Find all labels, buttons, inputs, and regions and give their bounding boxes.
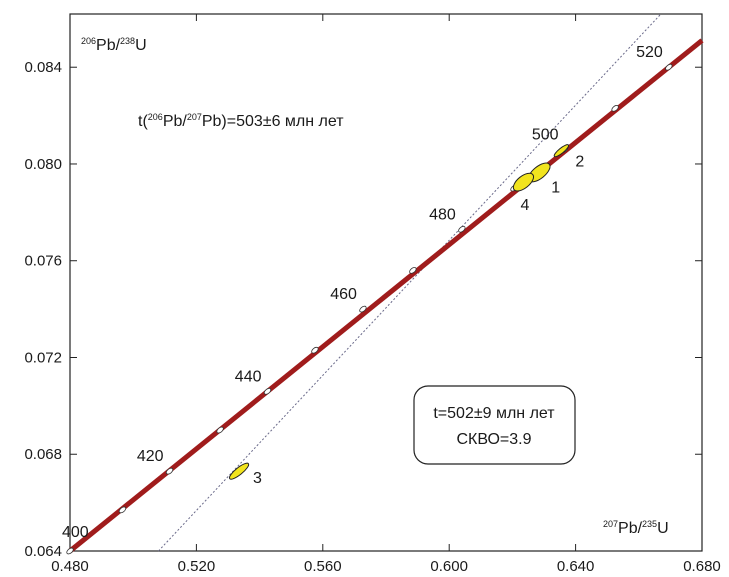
age-marker-410 [118,506,127,514]
result-box-age: t=502±9 млн лет [433,405,555,422]
age-label-440: 440 [235,368,262,385]
y-tick-labels: 0.064 0.068 0.072 0.076 0.080 0.084 [24,59,62,560]
discordia-layer [158,13,662,552]
age-marker-420 [165,467,174,475]
analysis-ellipse-4 [512,172,535,192]
analysis-ellipse-2 [553,144,570,158]
result-box [413,385,576,465]
age-label-520: 520 [636,44,663,61]
age-label-420: 420 [137,448,164,465]
age-marker-430 [216,426,224,434]
age-labels: 400 420 440 460 480 500 520 [62,44,663,541]
x-tick-label: 0.480 [51,558,89,575]
y-tick-label: 0.064 [24,543,62,560]
y-axis-title: 206Pb/238U [81,36,147,54]
ellipse-label-3: 3 [253,470,262,487]
y-tick-label: 0.076 [24,253,62,270]
ellipse-label-2: 2 [575,154,584,171]
x-tick-label: 0.600 [430,558,468,575]
ellipse-label-1: 1 [551,179,560,196]
y-tick-label: 0.068 [24,446,62,463]
concordia-layer [66,38,704,555]
x-tick-label: 0.520 [178,558,216,575]
ellipse-layer: 12 3 4 [228,144,584,487]
age-label-480: 480 [429,206,456,223]
y-tick-label: 0.080 [24,156,62,173]
ellipse-label-4: 4 [520,197,529,214]
x-axis-title: 207Pb/235U [603,519,669,537]
age-marker-460 [359,305,367,313]
analysis-ellipse-3 [228,462,250,480]
age-label-400: 400 [62,524,89,541]
age-label-460: 460 [330,286,357,303]
plot-frame [69,13,703,552]
y-tick-label: 0.084 [24,59,62,76]
age-marker-470 [409,267,417,274]
age-marker-400 [66,547,74,555]
x-tick-label: 0.560 [304,558,342,575]
x-tick-label: 0.640 [557,558,595,575]
concordia-curve [68,38,704,553]
pb-age-annotation: t(206Pb/207Pb)=503±6 млн лет [138,112,344,130]
result-box-mswd: СКВО=3.9 [456,431,531,448]
x-tick-labels: 0.480 0.520 0.560 0.600 0.640 0.680 [51,558,721,575]
age-marker-450 [311,346,319,354]
x-tick-label: 0.680 [683,558,721,575]
age-marker-510 [611,104,619,112]
age-marker-480 [458,225,466,233]
discordia-line [158,13,662,552]
age-marker-520 [665,63,673,71]
y-tick-label: 0.072 [24,349,62,366]
age-marker-440 [263,388,272,395]
age-label-500: 500 [532,126,559,143]
